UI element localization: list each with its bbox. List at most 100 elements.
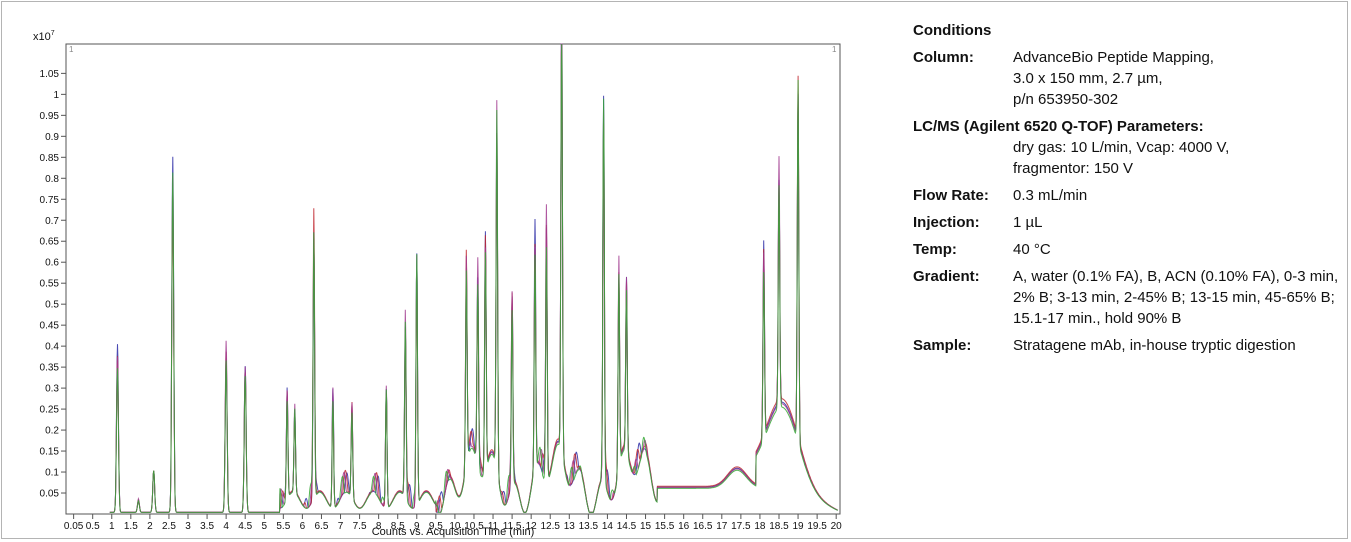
lcms-row: LC/MS (Agilent 6520 Q-TOF) Parameters: d…	[913, 116, 1343, 179]
x-tick-label: 7	[338, 521, 344, 532]
sample-label: Sample:	[913, 337, 972, 354]
marker-right: 1	[832, 45, 837, 54]
x-tick-label: 19	[792, 521, 804, 532]
y-tick-label: 0.25	[40, 405, 60, 416]
y-tick-label: 0.9	[45, 132, 59, 143]
injection-value: 1 µL	[1013, 214, 1043, 231]
y-tick-label: 0.15	[40, 447, 60, 458]
x-tick-label: 18	[754, 521, 766, 532]
injection-label: Injection:	[913, 214, 980, 231]
column-label: Column:	[913, 49, 974, 66]
x-tick-label: 19.5	[807, 521, 827, 532]
sample-row: Sample: Stratagene mAb, in-house tryptic…	[913, 335, 1343, 356]
x-tick-label: 8	[376, 521, 382, 532]
x-tick-label: 12.5	[540, 521, 560, 532]
y-tick-label: 0.75	[40, 195, 60, 206]
x-tick-label: 9	[414, 521, 420, 532]
column-value-line-2: 3.0 x 150 mm, 2.7 µm,	[1013, 70, 1163, 87]
temp-row: Temp: 40 °C	[913, 239, 1343, 260]
marker-left: 1	[69, 45, 74, 54]
column-value-line-3: p/n 653950-302	[1013, 91, 1119, 108]
x-tick-label: 7.5	[353, 521, 367, 532]
x-tick-label: 1	[109, 521, 115, 532]
injection-row: Injection: 1 µL	[913, 212, 1343, 233]
x-tick-label: 0.05	[64, 521, 84, 532]
x-tick-label: 3	[185, 521, 191, 532]
temp-label: Temp:	[913, 241, 957, 258]
trace-series-4	[109, 43, 838, 513]
x-tick-label: 15	[640, 521, 652, 532]
sample-value: Stratagene mAb, in-house tryptic digesti…	[1013, 337, 1296, 354]
x-tick-label: 11.5	[503, 521, 522, 532]
y-tick-label: 0.35	[40, 363, 60, 374]
x-tick-label: 14.5	[617, 521, 637, 532]
x-tick-label: 6	[300, 521, 306, 532]
x-axis-title: Counts vs. Acquisition Time (min)	[372, 526, 535, 538]
x-tick-label: 13.5	[579, 521, 599, 532]
temp-value: 40 °C	[1013, 241, 1051, 258]
x-tick-label: 8.5	[391, 521, 405, 532]
x-tick-label: 16	[678, 521, 690, 532]
y-tick-label: 0.95	[40, 111, 60, 122]
y-tick-label: 0.1	[45, 468, 59, 479]
flow-rate-value: 0.3 mL/min	[1013, 187, 1088, 204]
x-tick-label: 17	[716, 521, 728, 532]
x-tick-label: 9.5	[429, 521, 443, 532]
y-tick-label: 1.05	[40, 69, 60, 80]
y-tick-label: 0.5	[45, 300, 59, 311]
x-tick-label: 4	[223, 521, 229, 532]
x-tick-label: 0.5	[86, 521, 100, 532]
x-tick-label: 4.5	[238, 521, 252, 532]
y-tick-label: 0.85	[40, 153, 60, 164]
x-tick-label: 17.5	[731, 521, 751, 532]
plot-area	[65, 43, 841, 515]
gradient-row: Gradient: A, water (0.1% FA), B, ACN (0.…	[913, 266, 1343, 329]
column-row: Column: AdvanceBio Peptide Mapping, 3.0 …	[913, 47, 1343, 110]
y-multiplier-label: x107	[33, 30, 55, 43]
y-tick-label: 0.3	[45, 384, 59, 395]
trace-series-1	[109, 43, 838, 513]
y-tick-label: 1	[53, 90, 59, 101]
x-tick-label: 12	[526, 521, 538, 532]
y-tick-label: 0.4	[45, 342, 59, 353]
x-tick-label: 14	[602, 521, 614, 532]
y-tick-label: 0.55	[40, 279, 60, 290]
x-tick-label: 6.5	[315, 521, 329, 532]
y-tick-label: 0.7	[45, 216, 59, 227]
x-tick-label: 5.5	[276, 521, 290, 532]
chromatogram-traces	[109, 43, 838, 513]
y-axis-ticks: 0.05 0.1 0.15 0.2 0.25 0.3 0.35 0.4 0.45 0.5 0.55 0…	[40, 69, 66, 500]
y-tick-label: 0.2	[45, 426, 59, 437]
x-tick-label: 2	[147, 521, 153, 532]
gradient-value: A, water (0.1% FA), B, ACN (0.10% FA), 0…	[1013, 268, 1339, 327]
y-tick-label: 0.6	[45, 258, 59, 269]
chromatogram-chart: x107 1 1 0.05 0.1 0.15 0.2 0.25 0.3 0.35 0.4 0.4…	[33, 30, 842, 538]
column-value: AdvanceBio Peptide Mapping, 3.0 x 150 mm…	[1013, 47, 1343, 110]
x-axis-ticks: 0.05 0.5 1 1.5 2 2.5 3 3.5 4 4.5 5 5.5 6 6.5 7 7.5 8 8.5 9…	[64, 514, 842, 532]
x-tick-label: 10	[449, 521, 461, 532]
column-value-line-1: AdvanceBio Peptide Mapping,	[1013, 49, 1214, 66]
x-tick-label: 16.5	[693, 521, 713, 532]
x-tick-label: 13	[564, 521, 576, 532]
conditions-panel: Conditions Column: AdvanceBio Peptide Ma…	[913, 20, 1343, 362]
y-tick-label: 0.65	[40, 237, 60, 248]
x-tick-label: 11	[488, 521, 499, 532]
gradient-label: Gradient:	[913, 268, 980, 285]
x-tick-label: 15.5	[655, 521, 675, 532]
x-tick-label: 2.5	[162, 521, 176, 532]
lcms-value-line-1: dry gas: 10 L/min, Vcap: 4000 V,	[1013, 139, 1230, 156]
x-tick-label: 18.5	[769, 521, 789, 532]
x-tick-label: 10.5	[464, 521, 484, 532]
lcms-label: LC/MS (Agilent 6520 Q-TOF) Parameters:	[913, 118, 1204, 135]
y-tick-label: 0.05	[40, 489, 60, 500]
x-tick-label: 5	[261, 521, 267, 532]
x-tick-label: 1.5	[124, 521, 138, 532]
x-tick-label: 3.5	[200, 521, 214, 532]
conditions-heading: Conditions	[913, 22, 992, 39]
y-tick-label: 0.8	[45, 174, 59, 185]
flow-rate-label: Flow Rate:	[913, 187, 989, 204]
x-tick-label: 20	[831, 521, 843, 532]
y-tick-label: 0.45	[40, 321, 60, 332]
lcms-value-line-2: fragmentor: 150 V	[1013, 160, 1134, 177]
